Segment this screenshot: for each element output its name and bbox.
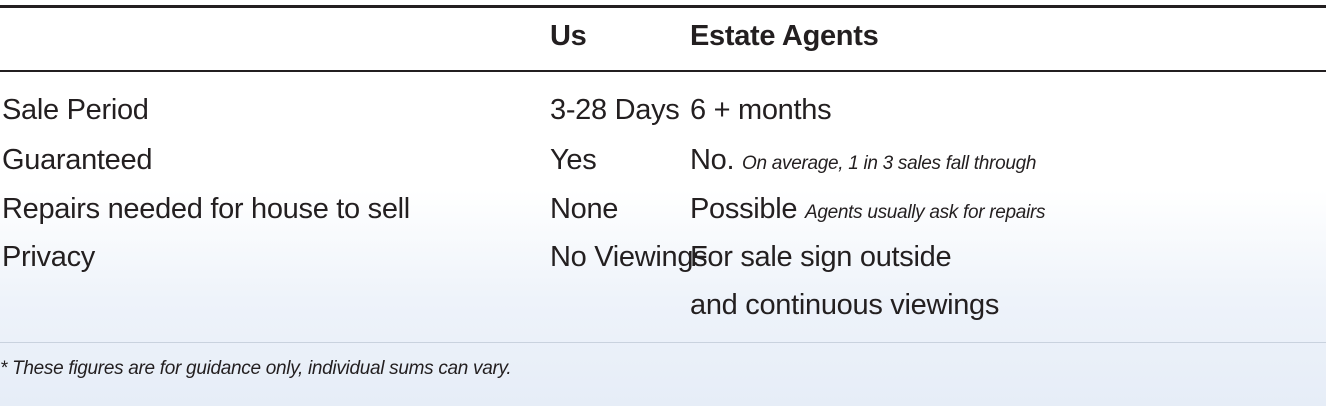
agents-note: Agents usually ask for repairs bbox=[804, 202, 1046, 223]
row-label: Sale Period bbox=[2, 94, 149, 126]
agents-value: No. On average, 1 in 3 sales fall throug… bbox=[690, 144, 1036, 177]
agents-note: On average, 1 in 3 sales fall through bbox=[742, 153, 1037, 174]
row-label: Repairs needed for house to sell bbox=[2, 193, 410, 225]
agents-value-line2: and continuous viewings bbox=[690, 289, 1000, 321]
row-label: Privacy bbox=[2, 241, 95, 273]
footnote: * These figures are for guidance only, i… bbox=[0, 358, 512, 379]
agents-main: No. bbox=[690, 144, 735, 176]
footnote-divider bbox=[0, 342, 1326, 343]
row-label: Guaranteed bbox=[2, 144, 153, 176]
us-value: No Viewings bbox=[550, 241, 708, 273]
agents-value: 6 + months bbox=[690, 94, 832, 126]
agents-value: Possible Agents usually ask for repairs bbox=[690, 193, 1046, 226]
us-value: None bbox=[550, 193, 619, 225]
us-value: 3-28 Days bbox=[550, 94, 680, 126]
us-value: Yes bbox=[550, 144, 597, 176]
header-estate-agents: Estate Agents bbox=[690, 20, 879, 52]
header-us: Us bbox=[550, 20, 587, 52]
agents-main: Possible bbox=[690, 193, 798, 225]
agents-value: For sale sign outside bbox=[690, 241, 952, 273]
header-rule bbox=[0, 70, 1326, 72]
top-rule bbox=[0, 5, 1326, 8]
